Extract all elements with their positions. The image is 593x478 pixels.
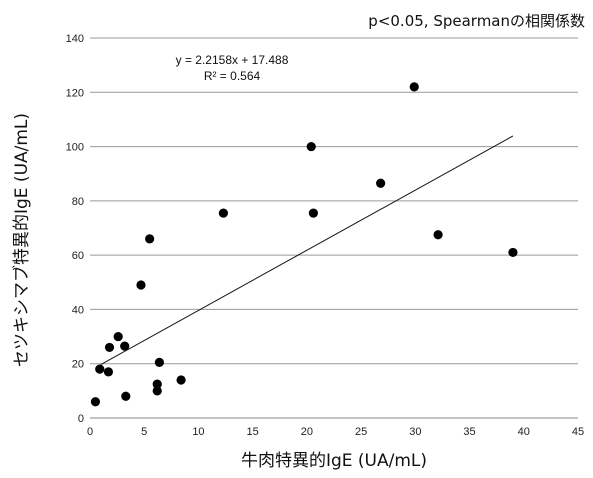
y-tick-label: 140: [66, 33, 84, 45]
x-tick-label: 10: [192, 426, 204, 438]
y-tick-label: 60: [72, 250, 84, 262]
data-point: [103, 367, 114, 377]
data-point: [145, 234, 155, 244]
x-tick-label: 0: [87, 426, 93, 438]
x-tick-label: 45: [572, 426, 584, 438]
data-point: [308, 208, 318, 218]
data-point: [409, 82, 419, 92]
data-point: [154, 357, 165, 367]
data-point: [152, 379, 162, 389]
data-point: [120, 341, 130, 351]
x-axis-ticks: 0 5 10 15 20 25 30 35 40 45: [87, 426, 584, 438]
y-tick-label: 80: [72, 196, 84, 208]
data-point: [176, 375, 186, 385]
x-tick-label: 5: [141, 426, 147, 438]
data-point: [376, 178, 386, 188]
x-axis-title: 牛肉特異的IgE (UA/mL): [241, 451, 427, 471]
data-point: [508, 247, 518, 258]
data-point: [218, 208, 228, 218]
x-tick-label: 20: [301, 426, 313, 438]
x-tick-label: 25: [355, 426, 367, 438]
x-tick-label: 15: [247, 426, 259, 438]
y-axis-title: セツキシマブ特異的IgE (UA/mL): [11, 113, 32, 367]
y-axis-ticks: 0 20 40 60 80 100 120 140: [66, 33, 84, 425]
data-point: [136, 280, 146, 290]
data-points: [90, 82, 518, 407]
data-point: [95, 364, 105, 374]
trendline: [100, 135, 514, 365]
y-tick-label: 0: [78, 413, 84, 425]
r-squared-label: R² = 0.564: [204, 69, 261, 83]
data-point: [113, 331, 123, 342]
grid-lines: [90, 37, 578, 365]
data-point: [433, 230, 443, 240]
data-point: [90, 397, 101, 407]
y-tick-label: 40: [72, 304, 84, 316]
data-point: [152, 386, 162, 396]
x-tick-label: 35: [463, 426, 475, 438]
y-tick-label: 20: [72, 359, 84, 371]
data-point: [121, 391, 131, 401]
y-tick-label: 100: [66, 142, 84, 154]
trendline-equation: y = 2.2158x + 17.488: [176, 53, 289, 67]
significance-note: p<0.05, Spearmanの相関係数: [368, 12, 585, 30]
y-tick-label: 120: [66, 87, 84, 99]
x-tick-label: 40: [518, 426, 530, 438]
data-point: [104, 342, 115, 353]
x-tick-label: 30: [409, 426, 421, 438]
data-point: [306, 141, 316, 152]
